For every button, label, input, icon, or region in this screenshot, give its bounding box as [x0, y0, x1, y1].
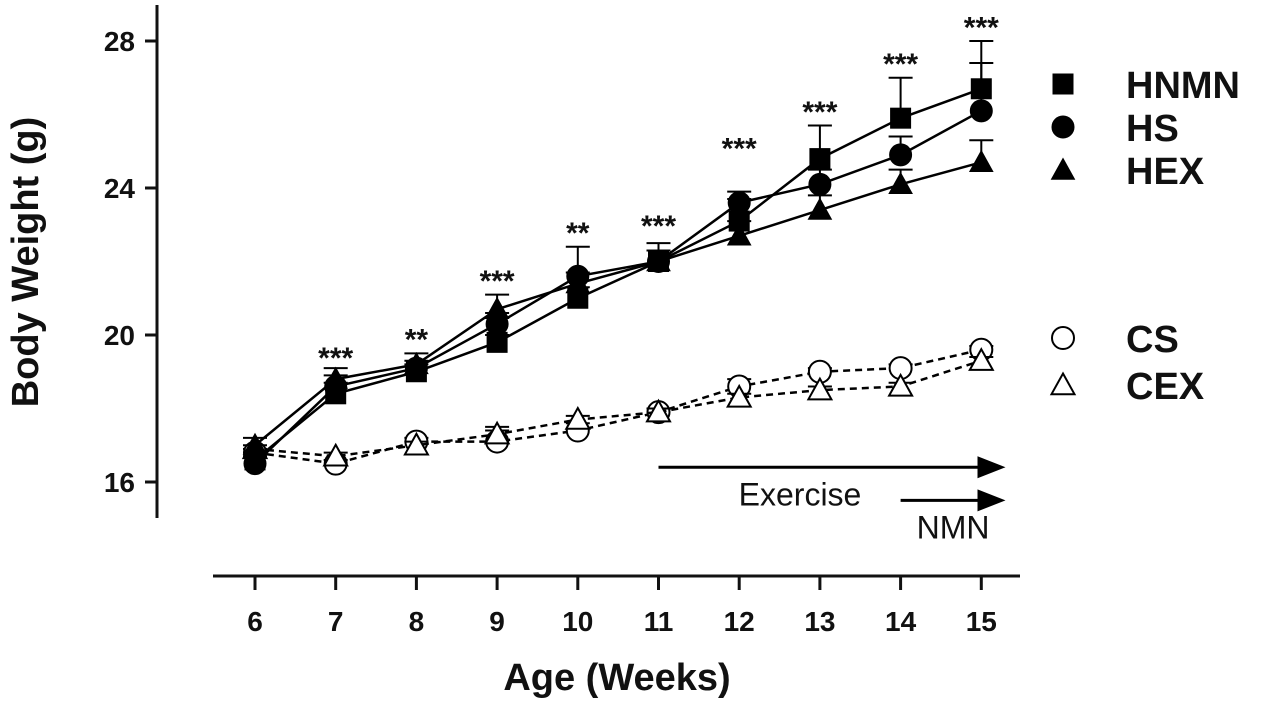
arrow-label-exercise: Exercise: [739, 476, 862, 512]
x-axis-title: Age (Weeks): [503, 657, 730, 699]
point-hex-11: [646, 248, 671, 272]
point-cex-10: [564, 405, 591, 430]
significance-layer: ********** ***************: [318, 11, 999, 375]
y-tick-label-24: 24: [104, 173, 136, 204]
point-cex-11: [645, 398, 672, 423]
legend-entry-cs: CS: [1051, 319, 1179, 361]
legend-marker-cs: [1051, 326, 1075, 350]
series-layer: [241, 40, 995, 476]
point-hex-14: [888, 171, 913, 195]
point-hex-10: [565, 271, 591, 294]
series-line-hex: [254, 161, 982, 447]
point-hs-6: [243, 452, 267, 476]
y-tick-label-20: 20: [104, 320, 135, 351]
significance-12: ***: [722, 133, 757, 166]
legend-marker-hnmn: [1052, 73, 1074, 95]
point-cex-8: [403, 431, 430, 456]
point-hnmn-14: [890, 107, 912, 129]
point-cex-12: [726, 383, 753, 408]
x-tick-label-11: 11: [644, 606, 674, 637]
series-hnmn: [243, 40, 994, 471]
point-hs-14: [889, 143, 913, 167]
significance-9: ***: [480, 265, 515, 298]
point-cex-14: [887, 372, 914, 397]
arrow-label-nmn: NMN: [917, 509, 990, 545]
arrow-head-nmn: [977, 489, 1006, 512]
legend-entry-hex: HEX: [1050, 151, 1205, 193]
y-tick-label-16: 16: [104, 467, 135, 498]
x-tick-label-15: 15: [966, 606, 997, 637]
point-cex-7: [322, 442, 349, 467]
point-hnmn-13: [809, 148, 831, 170]
series-line-hs: [254, 109, 982, 465]
point-hex-7: [323, 366, 349, 389]
significance-13: ***: [802, 96, 837, 129]
point-hex-12: [726, 223, 752, 246]
y-tick-label-28: 28: [104, 26, 135, 57]
legend-label-cex: CEX: [1126, 366, 1205, 408]
legend-entry-cex: CEX: [1049, 366, 1205, 408]
x-tick-label-12: 12: [724, 606, 755, 637]
legend-marker-cex: [1049, 371, 1077, 396]
point-hs-12: [727, 191, 751, 215]
point-hex-6: [242, 432, 268, 455]
significance-15: ***: [964, 11, 999, 44]
arrow-head-exercise: [977, 456, 1006, 479]
series-cex: [241, 347, 995, 467]
point-hex-9: [484, 296, 510, 319]
point-cex-13: [806, 376, 834, 401]
y-axis-title: Body Weight (g): [5, 117, 47, 408]
x-tick-label-8: 8: [409, 606, 425, 637]
legend-label-cs: CS: [1126, 319, 1179, 361]
legend-label-hnmn: HNMN: [1126, 65, 1240, 107]
significance-10: **: [566, 217, 590, 250]
axes: 16 20 24 28 Body Weight (g) 6 7 8 9 10 11 12 13 14 15 A…: [5, 5, 1020, 699]
x-tick-label-13: 13: [804, 606, 835, 637]
annotation-nmn: NMN: [900, 489, 1006, 545]
point-cex-9: [483, 420, 511, 445]
legend-marker-hs: [1051, 115, 1075, 139]
series-hex: [242, 139, 994, 455]
legend-label-hs: HS: [1126, 108, 1179, 150]
point-hex-13: [807, 197, 833, 220]
point-hex-8: [404, 351, 429, 375]
series-line-hnmn: [254, 87, 982, 461]
x-tick-label-14: 14: [885, 606, 917, 637]
x-tick-label-10: 10: [562, 606, 593, 637]
annotation-exercise: Exercise: [658, 456, 1006, 512]
series-hs: [243, 62, 994, 476]
legend-marker-hex: [1050, 157, 1076, 180]
significance-14: ***: [883, 48, 918, 81]
x-tick-label-9: 9: [489, 606, 505, 637]
significance-11: ***: [641, 210, 676, 243]
x-tick-label-7: 7: [328, 606, 344, 637]
series-line-cs: [254, 348, 982, 465]
annotation-layer: Exercise NMN: [658, 456, 1006, 545]
legend-entry-hs: HS: [1051, 108, 1179, 150]
series-line-cex: [254, 359, 982, 458]
significance-7: ***: [318, 342, 353, 375]
point-cex-15: [968, 347, 995, 371]
legend-label-hex: HEX: [1126, 151, 1205, 193]
x-tick-label-6: 6: [247, 606, 263, 637]
legend-entry-hnmn: HNMN: [1052, 65, 1240, 107]
point-hex-15: [968, 149, 994, 172]
significance-8: **: [405, 324, 429, 357]
point-hs-15: [969, 99, 993, 123]
point-hs-13: [808, 172, 832, 196]
